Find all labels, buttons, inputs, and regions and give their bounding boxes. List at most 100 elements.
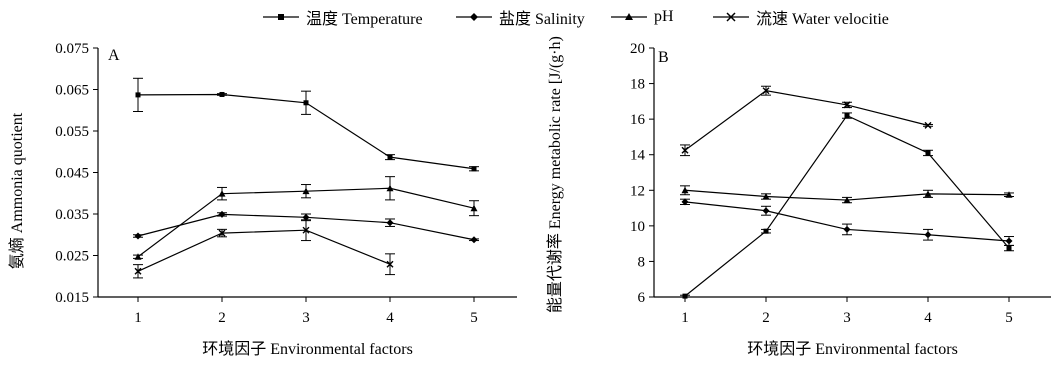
series-temperature: [133, 77, 479, 172]
y-tick-label: 0.075: [55, 41, 89, 57]
x-axis-title: 环境因子 Environmental factors: [202, 339, 413, 358]
x-tick-label: 5: [470, 310, 478, 326]
data-point: [386, 219, 394, 227]
data-point: [302, 213, 310, 221]
y-tick-label: 16: [630, 112, 646, 128]
ammonia-quotient-chart: 0.015 0.025 0.035 0.045 0.055 0.065 0.075 1 2 3 4 5…: [8, 41, 517, 358]
legend-item-ph: pH: [610, 6, 674, 28]
ammonia-quotient-panel: 0.015 0.025 0.035 0.045 0.055 0.065 0.075 1 2 3 4 5…: [0, 36, 530, 365]
y-tick-label: 8: [638, 254, 646, 270]
x-axis-title: 环境因子 Environmental factors: [747, 339, 958, 358]
data-point: [470, 204, 478, 212]
legend-item-temperature: 温度 Temperature: [262, 6, 423, 28]
y-tick-label: 0.055: [55, 124, 89, 140]
series-salinity: [133, 210, 479, 244]
data-point: [762, 193, 770, 200]
data-point: [135, 92, 141, 98]
y-tick-label: 0.045: [55, 166, 89, 182]
x-tick-label: 4: [386, 310, 394, 326]
data-point: [386, 184, 394, 192]
y-tick-label: 6: [638, 290, 646, 306]
data-point: [843, 196, 851, 204]
data-point-stroke: [302, 226, 310, 234]
y-tick-label: 0.015: [55, 290, 89, 306]
x-tick-label: 1: [681, 310, 689, 326]
data-point: [1005, 237, 1013, 245]
data-point: [134, 253, 142, 260]
data-point: [134, 267, 142, 275]
legend-item-water-velocity: 流速 Water velocitie: [712, 6, 889, 28]
data-point: [386, 260, 394, 268]
legend-item-salinity: 盐度 Salinity: [455, 6, 585, 28]
x-tick-label: 1: [134, 310, 142, 326]
data-point: [924, 231, 932, 239]
x-tick-label: 3: [843, 310, 851, 326]
data-point: [134, 232, 142, 240]
legend-label-ph: pH: [654, 8, 674, 25]
triangle-marker-icon: [611, 13, 647, 20]
data-point-stroke: [843, 101, 851, 109]
data-point: [387, 154, 393, 160]
series-ph: [680, 185, 1014, 204]
data-point: [471, 166, 477, 172]
data-point: [681, 146, 689, 154]
data-point: [681, 198, 689, 206]
legend-label-salinity: 盐度 Salinity: [499, 11, 585, 28]
energy-metabolic-rate-panel: 6 8 10 12 14 16 18 20 1 2 3 4 5 B 环境因子 Environmental f…: [530, 31, 1059, 365]
y-tick-label: 0.035: [55, 207, 89, 223]
series-line: [684, 90, 929, 151]
y-tick-label: 14: [630, 148, 646, 164]
y-tick-label: 20: [630, 41, 645, 57]
data-point: [762, 87, 770, 95]
series-water-velocitie: [133, 219, 395, 279]
data-point-stroke: [681, 146, 689, 154]
data-point-stroke: [218, 229, 226, 237]
data-point: [763, 228, 769, 234]
cross-marker-icon: [713, 12, 749, 22]
data-point: [470, 236, 478, 244]
x-tick-label: 5: [1005, 310, 1013, 326]
data-point: [925, 150, 931, 156]
data-point: [682, 293, 688, 299]
data-point: [843, 225, 851, 233]
x-tick-label: 2: [762, 310, 770, 326]
data-point: [762, 207, 770, 215]
y-tick-label: 0.065: [55, 83, 89, 99]
x-tick-label: 2: [218, 310, 226, 326]
data-point: [681, 186, 689, 194]
data-point: [1005, 191, 1013, 198]
y-tick-label: 0.025: [55, 249, 89, 265]
data-point-stroke: [762, 87, 770, 95]
data-point: [924, 190, 932, 197]
panel-label: B: [658, 49, 669, 66]
series-line: [137, 229, 391, 272]
panel-label: A: [108, 47, 120, 64]
diamond-marker-icon: [456, 13, 492, 21]
y-axis-title: 氨熵 Ammonia quotient: [8, 112, 26, 269]
y-tick-label: 18: [630, 77, 645, 93]
data-point: [924, 121, 932, 129]
series-line: [684, 114, 1010, 297]
data-point: [303, 100, 309, 106]
legend-label-temperature: 温度 Temperature: [306, 11, 423, 28]
data-point: [218, 210, 226, 218]
series-ph: [133, 176, 479, 260]
x-tick-label: 3: [302, 310, 310, 326]
data-point: [218, 229, 226, 237]
x-tick-label: 4: [924, 310, 932, 326]
y-tick-label: 12: [630, 183, 645, 199]
chart-legend: 温度 Temperature 盐度 Salinity pH 流速 Water v…: [0, 0, 1059, 36]
square-marker-icon: [263, 14, 299, 20]
series-salinity: [680, 198, 1014, 246]
series-temperature: [680, 112, 1014, 299]
data-point: [843, 101, 851, 109]
y-tick-label: 10: [630, 219, 645, 235]
y-axis-title: 能量代谢率 Energy metabolic rate [J/(g·h)]: [546, 36, 564, 313]
legend-label-water-velocity: 流速 Water velocitie: [756, 11, 889, 28]
data-point: [302, 187, 310, 195]
data-point-stroke: [386, 260, 394, 268]
data-point: [844, 113, 850, 119]
data-point-stroke: [134, 267, 142, 275]
data-point: [1006, 245, 1012, 251]
